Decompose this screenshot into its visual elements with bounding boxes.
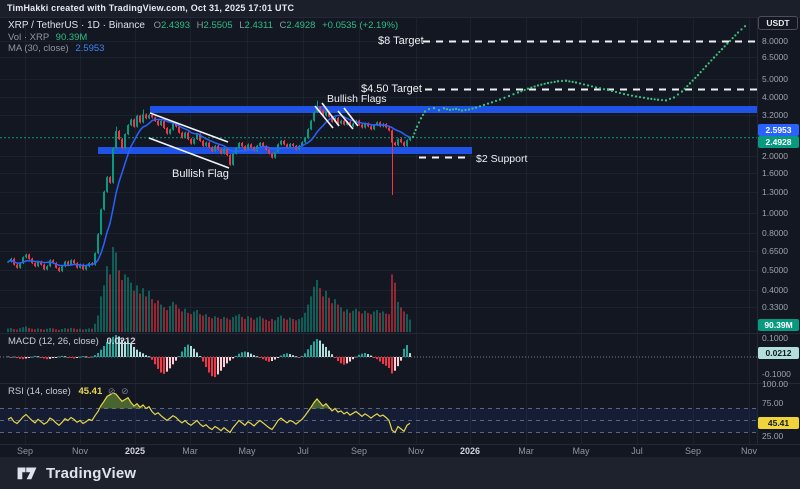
price-axis-badge: 90.39M [758,319,799,331]
symbol-title[interactable]: XRP / TetherUS · 1D · Binance [8,20,145,31]
price-axis-label: 1.3000 [762,187,788,197]
price-axis-label: 25.00 [762,431,784,441]
change-value: +0.0535 (+2.19%) [322,20,399,31]
branding-bar: TradingView [0,457,800,489]
annotation-text[interactable]: $2 Support [476,153,528,165]
rsi-label: RSI (14, close) [8,386,71,397]
price-axis-badge: 2.5953 [758,124,799,136]
macd-value: 0.0212 [106,336,136,347]
price-axis-label: 2.0000 [762,151,788,161]
price-axis-label: 0.1000 [762,333,788,343]
ma-indicator-value: 2.5953 [75,43,105,54]
rsi-source-icon[interactable]: ⊘ [107,386,116,396]
price-axis-label: 4.0000 [762,92,788,102]
rsi-legend[interactable]: RSI (14, close) 45.41 ⊘ ⊘ [8,386,129,397]
annotation-text[interactable]: Bullish Flags [327,93,387,105]
ma-indicator-label[interactable]: MA (30, close) [8,43,69,54]
price-axis-divider [757,17,758,444]
tradingview-wordmark[interactable]: TradingView [46,464,137,482]
open-value: 2.4393 [160,20,191,31]
price-axis-label: 1.6000 [762,168,788,178]
annotation-text[interactable]: $8 Target [378,35,424,47]
annotation-text[interactable]: $4.50 Target [361,83,422,95]
price-axis-label: 100.00 [762,379,788,389]
open-key: O [153,20,161,31]
time-axis-label: Sep [16,446,34,456]
close-value: 2.4928 [286,20,316,31]
close-key: C [279,20,287,31]
time-axis-label: 2026 [459,446,481,456]
price-axis-badge: 0.0212 [758,347,799,359]
price-axis-label: 6.5000 [762,52,788,62]
price-axis-label: 0.8000 [762,228,788,238]
rsi-value: 45.41 [78,386,103,397]
macd-legend[interactable]: MACD (12, 26, close) 0.0212 [8,336,136,347]
time-axis-label: May [238,446,256,456]
price-axis-label: 0.4000 [762,285,788,295]
time-axis-label: Jul [297,446,309,456]
time-axis-label: 2025 [124,446,146,456]
time-axis-label: Mar [182,446,198,456]
price-axis-label: 1.0000 [762,208,788,218]
time-axis-label: Sep [684,446,702,456]
macd-label: MACD (12, 26, close) [8,336,99,347]
time-axis-label: Mar [518,446,534,456]
time-axis-label: Nov [407,446,425,456]
currency-toggle-button[interactable]: USDT [758,16,798,30]
time-axis-label: Jul [631,446,643,456]
volume-indicator-value: 90.39M [55,31,88,43]
high-value: 2.5505 [203,20,233,31]
price-axis-label: 0.5000 [762,265,788,275]
price-axis-label: 75.00 [762,398,784,408]
volume-indicator-label[interactable]: Vol · XRP [8,31,50,43]
price-axis-badge: 2.4928 [758,136,799,148]
attribution-text: TimHakki created with TradingView.com, O… [7,3,295,13]
annotation-text[interactable]: Bullish Flag [172,168,229,180]
macd-pane-divider[interactable] [0,333,800,334]
rsi-source-icon[interactable]: ⊘ [121,386,129,396]
price-axis-label: 0.6500 [762,246,788,256]
time-axis-label: Sep [350,446,368,456]
low-key: L [239,20,245,31]
symbol-legend: XRP / TetherUS · 1D · Binance O2.4393 H2… [8,20,398,55]
price-axis-label: 3.2000 [762,110,788,120]
price-axis-badge: 45.41 [758,417,799,429]
high-key: H [196,20,204,31]
topbar-divider [0,17,800,18]
rsi-pane-divider[interactable] [0,383,800,384]
time-axis-label: Nov [71,446,89,456]
time-axis-label: Nov [740,446,758,456]
price-axis-label: 8.0000 [762,36,788,46]
price-axis-label: 0.3300 [762,302,788,312]
low-value: 2.4311 [244,20,273,31]
time-axis-divider [0,444,800,445]
time-axis-label: May [572,446,590,456]
tradingview-logo-icon[interactable] [16,463,38,483]
price-axis-label: 5.0000 [762,74,788,84]
attribution-bar: TimHakki created with TradingView.com, O… [0,0,800,17]
price-axis-label: -0.1000 [762,369,791,379]
